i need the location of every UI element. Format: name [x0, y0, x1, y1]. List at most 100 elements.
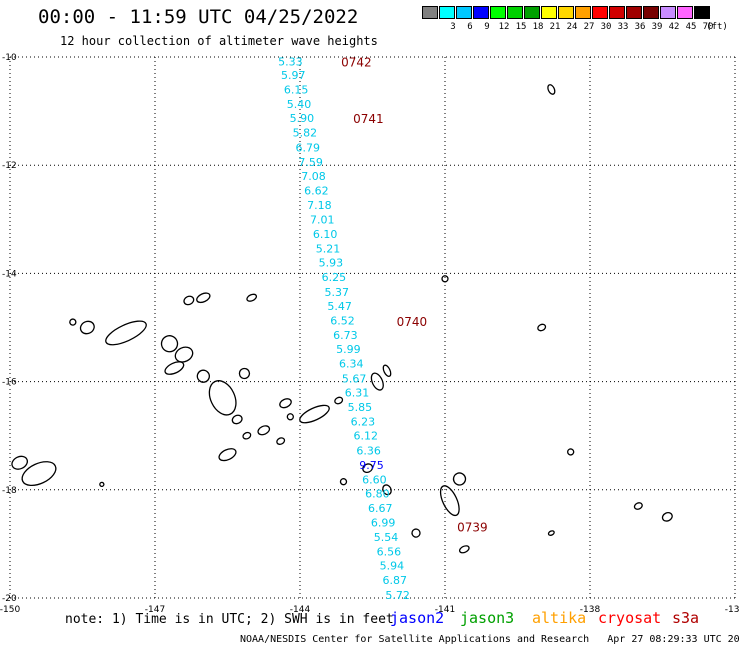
wave-height-value: 5.37	[324, 286, 349, 299]
scale-label: 27	[583, 22, 595, 32]
island-outline	[458, 545, 470, 554]
island-outline	[279, 398, 292, 409]
island-outline	[633, 502, 643, 510]
wave-height-value: 6.56	[377, 545, 402, 558]
island-outline	[196, 292, 211, 304]
pass-time-label: 0739	[457, 521, 488, 535]
scale-label: 24	[566, 22, 578, 32]
island-outline	[242, 431, 252, 440]
lat-tick-label: -12	[2, 161, 17, 171]
scale-swatch	[694, 6, 710, 19]
island-outline	[174, 346, 194, 363]
island-outline	[452, 472, 467, 486]
scale-label: 9	[484, 22, 490, 32]
island-outline	[218, 448, 237, 462]
scale-unit: (ft)	[706, 22, 728, 32]
lon-tick-label: -147	[145, 605, 165, 615]
lon-tick-label: -144	[290, 605, 311, 615]
pass-time-label: 0742	[341, 55, 372, 69]
page-title: 00:00 - 11:59 UTC 04/25/2022	[38, 6, 359, 28]
scale-swatch	[609, 6, 625, 19]
wave-height-value: 5.97	[281, 69, 306, 82]
scale-label: 21	[549, 22, 561, 32]
wave-height-value: 6.36	[356, 444, 381, 457]
island-outline	[411, 528, 421, 538]
scale-label: 3	[450, 22, 456, 32]
scale-swatch	[473, 6, 489, 19]
scale-label: 30	[600, 22, 612, 32]
wave-height-value: 6.87	[382, 574, 407, 587]
island-outline	[537, 323, 547, 332]
scale-swatch	[439, 6, 455, 19]
satellite-label-altika: altika	[532, 609, 587, 627]
scale-label: 36	[634, 22, 646, 32]
wave-height-value: 7.59	[298, 156, 323, 169]
island-outline	[370, 372, 384, 391]
lon-tick-label: -135	[725, 605, 740, 615]
wave-height-value: 6.23	[351, 416, 376, 429]
scale-swatch	[422, 6, 438, 19]
island-outline	[441, 275, 449, 283]
island-outline	[183, 295, 195, 306]
island-outline	[299, 404, 330, 424]
island-outline	[547, 530, 555, 536]
wave-height-value: 6.80	[365, 488, 390, 501]
credit-line: NOAA/NESDIS Center for Satellite Applica…	[240, 634, 740, 645]
scale-swatch	[558, 6, 574, 19]
scale-swatch	[660, 6, 676, 19]
lat-tick-label: -10	[2, 53, 17, 63]
scale-swatch	[541, 6, 557, 19]
lat-tick-label: -16	[2, 378, 17, 388]
wave-height-value: 6.67	[368, 502, 393, 515]
satellite-label-jason2: jason2	[390, 609, 445, 627]
island-outline	[238, 367, 251, 380]
wave-height-value: 5.40	[287, 98, 312, 111]
island-outline	[69, 318, 77, 326]
scale-label: 39	[651, 22, 663, 32]
island-outline	[257, 425, 271, 436]
scale-label: 42	[668, 22, 680, 32]
island-outline	[276, 437, 286, 445]
pass-time-label: 0740	[397, 315, 428, 329]
subtitle: 12 hour collection of altimeter wave hei…	[60, 34, 378, 48]
lat-tick-label: -20	[2, 594, 17, 604]
wave-height-value: 5.94	[380, 560, 405, 573]
scale-swatch	[575, 6, 591, 19]
island-outline	[231, 414, 243, 425]
scale-swatch	[677, 6, 693, 19]
lat-tick-label: -14	[2, 269, 17, 279]
satellite-label-jason3: jason3	[460, 609, 515, 627]
wave-height-value: 6.31	[345, 386, 370, 399]
wave-height-value: 6.15	[284, 83, 309, 96]
scale-label: 33	[617, 22, 629, 32]
satellite-label-s3a: s3a	[672, 609, 700, 627]
wave-height-value: 6.73	[333, 329, 358, 342]
island-outline	[334, 396, 344, 405]
wave-height-value: 5.72	[385, 589, 410, 602]
lon-tick-label: -138	[580, 605, 601, 615]
scale-swatch	[626, 6, 642, 19]
island-outline	[160, 335, 179, 353]
island-outline	[196, 369, 210, 383]
scale-label: 12	[498, 22, 510, 32]
lat-tick-label: -18	[2, 486, 17, 496]
wave-height-value: 5.47	[327, 300, 352, 313]
wave-height-value: 5.67	[342, 372, 367, 385]
island-outline	[286, 413, 294, 421]
scale-swatch	[490, 6, 506, 19]
lon-tick-label: -141	[435, 605, 455, 615]
island-outline	[661, 512, 673, 522]
wave-height-value: 5.54	[374, 531, 399, 544]
wave-height-value: 6.34	[339, 358, 364, 371]
wave-height-value: 5.33	[278, 55, 303, 68]
wave-height-value: 6.79	[295, 141, 320, 154]
island-outline	[105, 320, 147, 346]
wave-height-value: 7.01	[310, 213, 335, 226]
lon-tick-label: -150	[0, 605, 20, 615]
wave-height-value: 7.18	[307, 199, 332, 212]
island-outline	[382, 484, 392, 496]
wave-height-value: 5.21	[316, 243, 341, 256]
island-outline	[547, 84, 556, 95]
wave-height-value: 6.62	[304, 185, 329, 198]
